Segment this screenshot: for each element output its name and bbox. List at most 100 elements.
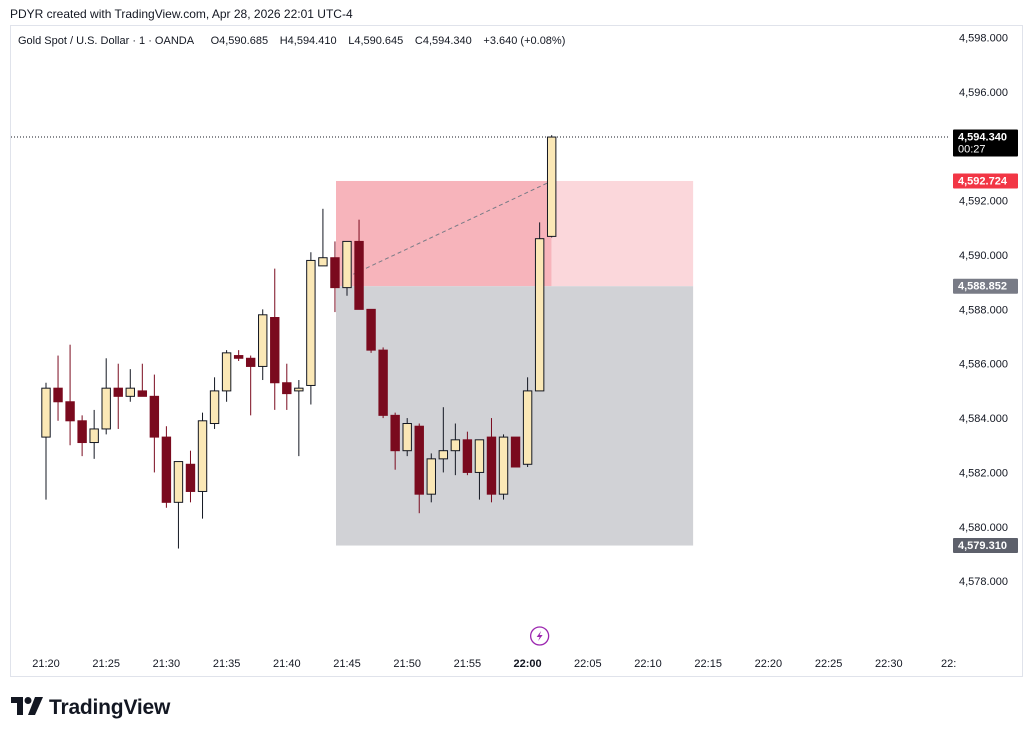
entry-price-tag: 4,588.852 [958, 281, 1007, 293]
overlay-layer [11, 136, 950, 646]
candle [330, 241, 340, 313]
candle-body [378, 349, 388, 416]
candle [498, 434, 509, 500]
candle-body [342, 240, 352, 289]
candle-body [390, 414, 400, 452]
candle [318, 208, 328, 267]
candle-body [414, 425, 424, 495]
x-tick-label: 22:00 [514, 658, 542, 670]
stop-price-tag: 4,579.310 [958, 540, 1007, 552]
candle [414, 423, 424, 514]
last-price-tag-countdown: 00:27 [958, 144, 986, 156]
candle [173, 461, 184, 549]
candle-body [233, 355, 244, 359]
candle-body [221, 352, 232, 392]
candle-body [294, 387, 304, 392]
y-tick-label: 4,598.000 [959, 33, 1008, 45]
candle [342, 240, 352, 296]
profit-zone-projection [551, 180, 694, 287]
candle [546, 135, 557, 238]
candle-body [185, 463, 196, 492]
lightning-event-icon [529, 626, 550, 646]
candle-body [113, 387, 123, 397]
candle [294, 380, 304, 457]
candle [402, 418, 412, 457]
legend-high: H4,594.410 [279, 35, 337, 47]
tradingview-brand[interactable]: TradingView [11, 696, 170, 720]
candle [306, 252, 316, 405]
candle [426, 453, 436, 503]
candle [113, 363, 123, 429]
candle-body [101, 387, 111, 430]
tradingview-logo-icon [11, 696, 43, 720]
candle [221, 350, 232, 402]
candle-body [173, 461, 184, 503]
candle-body [258, 314, 268, 367]
legend-close: C4,594.340 [414, 35, 472, 47]
candle [101, 358, 111, 435]
candle-body [438, 450, 449, 460]
candle [89, 409, 99, 459]
candle-body [498, 436, 509, 495]
position-path-line [346, 180, 552, 278]
brand-name: TradingView [49, 696, 171, 719]
candle-body [546, 136, 557, 237]
last-price-tag-bg [953, 129, 1018, 157]
y-tick-label: 4,582.000 [959, 467, 1008, 479]
legend-low: L4,590.645 [348, 35, 404, 47]
candle [77, 415, 87, 457]
x-tick-label: 22:25 [815, 658, 843, 670]
candle-body [41, 387, 51, 438]
candle [366, 308, 376, 353]
candle-body [161, 436, 172, 503]
candle-body [474, 439, 485, 473]
candle [258, 309, 268, 381]
candle [185, 450, 196, 503]
candle [149, 374, 160, 473]
candle [125, 369, 135, 402]
candle-body [306, 259, 316, 386]
entry-price-tag-bg [953, 278, 1018, 294]
candle [197, 412, 208, 519]
last-price-tag: 4,594.340 [958, 132, 1007, 144]
chart-frame [10, 25, 1023, 677]
candle-body [534, 238, 545, 392]
y-tick-label: 4,590.000 [959, 250, 1008, 262]
candle-body [402, 423, 412, 452]
candle [510, 436, 521, 468]
y-tick-label: 4,578.000 [959, 576, 1008, 588]
x-tick-label: 22:15 [694, 658, 722, 670]
candle [41, 382, 51, 500]
candle-body [282, 382, 292, 395]
candle [438, 407, 449, 473]
candle [522, 377, 533, 467]
x-tick-label: 21:50 [393, 658, 421, 670]
candle [270, 268, 280, 410]
y-tick-label: 4,580.000 [959, 522, 1008, 534]
profit-zone [336, 180, 552, 287]
price-axis: 4,578.000 4,580.000 4,582.000 4,584.000 4,58… [959, 33, 1008, 589]
legend-open: O4,590.685 [210, 35, 269, 47]
target-price-tag: 4,592.724 [958, 175, 1008, 187]
legend-change: +3.640 (+0.08%) [483, 35, 566, 47]
time-axis: 21:20 21:25 21:30 21:35 21:40 21:45 21:50 21:55… [32, 658, 956, 670]
y-tick-label: 4,588.000 [959, 304, 1008, 316]
candle-body [53, 387, 63, 403]
x-tick-label: 21:35 [213, 658, 241, 670]
candle [282, 363, 292, 410]
candle [390, 412, 400, 470]
candle-body [137, 390, 148, 397]
y-tick-label: 4,586.000 [959, 359, 1008, 371]
x-tick-label: 22:20 [755, 658, 783, 670]
candle-body [318, 257, 328, 267]
candle-body [89, 428, 99, 444]
candle-body [245, 357, 256, 367]
x-tick-label: 21:40 [273, 658, 301, 670]
y-tick-label: 4,584.000 [959, 413, 1008, 425]
target-price-tag-bg [953, 173, 1018, 189]
candle [450, 423, 461, 476]
candle [378, 347, 388, 419]
candle-body [522, 390, 533, 465]
